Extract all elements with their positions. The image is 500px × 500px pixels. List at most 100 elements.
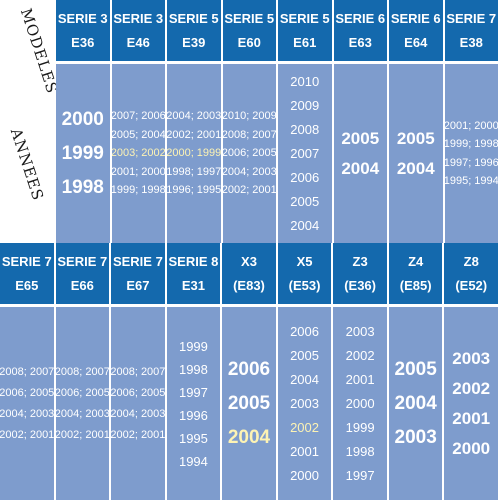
years-cell-x5-e53: 2006 2005 2004 2003 2002 2001 2000 bbox=[277, 307, 334, 500]
year-entry: 2010; 2009 bbox=[222, 110, 277, 123]
year-entry: 2005 bbox=[290, 347, 319, 363]
year-entry: 2002; 2001 bbox=[167, 128, 222, 141]
year-entry: 2004 bbox=[341, 158, 380, 178]
years-cell-serie-5-e60: 2010; 2009 2008; 2007 2006; 2005 2004; 2003… bbox=[222, 64, 278, 243]
year-entry: 2004; 2003 bbox=[222, 165, 277, 178]
model-name: X5 bbox=[296, 253, 313, 269]
model-header-serie-6-e63: SERIE 6 E63 bbox=[333, 0, 389, 64]
table-corner: MODELES ANNEES bbox=[0, 0, 61, 243]
model-header-serie-3-e46: SERIE 3 E46 bbox=[111, 0, 167, 64]
model-code: E65 bbox=[15, 277, 39, 293]
model-header-x3-e83: X3 (E83) bbox=[222, 243, 278, 307]
year-entry: 2004; 2003 bbox=[167, 110, 222, 123]
year-entry: 2005; 2004 bbox=[111, 128, 166, 141]
model-name: SERIE 3 bbox=[57, 10, 108, 26]
year-entry: 2002; 2001 bbox=[222, 184, 277, 197]
year-entry: 1999 bbox=[61, 142, 104, 164]
model-code: E63 bbox=[348, 34, 372, 50]
model-code: (E53) bbox=[288, 277, 321, 293]
year-entry: 2010 bbox=[290, 73, 320, 89]
model-header-serie-7-e38: SERIE 7 E38 bbox=[444, 0, 500, 64]
year-entry: 2005 bbox=[290, 193, 320, 209]
model-header-z4-e85: Z4 (E85) bbox=[388, 243, 445, 307]
model-header-serie-3-e36: SERIE 3 E36 bbox=[56, 0, 112, 64]
year-entry: 2005 bbox=[341, 128, 380, 148]
year-entry: 2006 bbox=[290, 323, 319, 339]
year-entry: 1994 bbox=[178, 453, 208, 469]
models-grid-bottom: SERIE 7 E65 SERIE 7 E66 SERIE 7 E67 SERIE 8 E31… bbox=[0, 243, 500, 500]
years-cell-serie-7-e65: 2008; 2007 2006; 2005 2004; 2003 2002; 2001 bbox=[0, 307, 56, 500]
year-entry: 2007; 2006 bbox=[111, 110, 166, 123]
year-entry: 2005 bbox=[227, 392, 271, 414]
year-entry: 1997; 1996 bbox=[444, 156, 499, 169]
year-entry: 2000 bbox=[290, 467, 319, 483]
years-cell-serie-7-e38: 2001; 2000 1999; 1998 1997; 1996 1995; 1994 bbox=[444, 64, 500, 243]
model-code: (E36) bbox=[344, 277, 376, 293]
years-cell-x3-e83: 2006 2005 2004 bbox=[222, 307, 278, 500]
model-name: SERIE 5 bbox=[224, 10, 275, 26]
year-entry: 2004; 2003 bbox=[111, 407, 166, 420]
year-entry: 2003; 2002 bbox=[111, 147, 166, 160]
year-entry: 1996 bbox=[178, 407, 208, 423]
year-entry: 1999; 1998 bbox=[111, 184, 166, 197]
model-header-serie-7-e66: SERIE 7 E66 bbox=[55, 243, 112, 307]
model-header-serie-7-e67: SERIE 7 E67 bbox=[111, 243, 167, 307]
years-cell-z8-e52: 2003 2002 2001 2000 bbox=[444, 307, 500, 500]
year-entry: 2008; 2007 bbox=[55, 365, 110, 378]
year-entry: 1999; 1998 bbox=[444, 138, 499, 150]
model-code: E39 bbox=[182, 34, 206, 50]
model-code: E38 bbox=[459, 34, 483, 50]
model-name: X3 bbox=[241, 253, 257, 269]
year-entry: 2008; 2007 bbox=[222, 128, 277, 141]
year-entry: 2002; 2001 bbox=[55, 428, 110, 441]
model-name: Z3 bbox=[352, 253, 368, 269]
model-header-z8-e52: Z8 (E52) bbox=[444, 243, 500, 307]
year-entry: 2009 bbox=[290, 97, 320, 113]
year-entry: 2004 bbox=[290, 217, 320, 233]
year-entry: 2007 bbox=[290, 145, 320, 161]
model-name: SERIE 7 bbox=[1, 253, 52, 269]
year-entry: 1997 bbox=[345, 467, 375, 483]
year-entry: 2000 bbox=[452, 438, 491, 458]
year-entry: 2006; 2005 bbox=[222, 147, 277, 160]
year-entry: 2001; 2000 bbox=[444, 119, 499, 132]
year-entry: 2004 bbox=[290, 371, 319, 387]
model-name: SERIE 5 bbox=[168, 10, 219, 26]
year-entry: 1998 bbox=[178, 361, 208, 377]
year-entry: 2002; 2001 bbox=[111, 428, 166, 441]
model-code: E64 bbox=[404, 34, 428, 50]
years-cell-serie-3-e36: 2000 1999 1998 bbox=[56, 64, 112, 243]
model-code: E67 bbox=[126, 277, 150, 293]
year-entry: 2006; 2005 bbox=[111, 386, 166, 399]
annees-label: ANNEES bbox=[6, 126, 48, 204]
model-name: Z8 bbox=[463, 253, 479, 269]
years-cell-serie-7-e67: 2008; 2007 2006; 2005 2004; 2003 2002; 2001 bbox=[111, 307, 167, 500]
year-entry: 2005 bbox=[396, 128, 435, 148]
model-code: (E85) bbox=[399, 277, 432, 293]
model-name: SERIE 7 bbox=[112, 253, 163, 269]
model-header-serie-7-e65: SERIE 7 E65 bbox=[0, 243, 56, 307]
year-entry: 1996; 1995 bbox=[167, 184, 222, 197]
years-cell-z4-e85: 2005 2004 2003 bbox=[388, 307, 445, 500]
year-entry: 2006; 2005 bbox=[0, 386, 55, 399]
years-cell-serie-3-e46: 2007; 2006 2005; 2004 2003; 2002 2001; 2000… bbox=[111, 64, 167, 243]
year-entry: 2000 bbox=[61, 108, 104, 130]
year-entry: 2002 bbox=[290, 419, 319, 435]
model-code: (E83) bbox=[233, 277, 265, 293]
model-header-x5-e53: X5 (E53) bbox=[277, 243, 334, 307]
year-entry: 1999 bbox=[345, 419, 375, 435]
year-entry: 2003 bbox=[452, 348, 491, 368]
year-entry: 2004 bbox=[396, 158, 435, 178]
year-entry: 2000; 1999 bbox=[167, 147, 222, 160]
years-cell-serie-5-e39: 2004; 2003 2002; 2001 2000; 1999 1998; 1997… bbox=[167, 64, 223, 243]
model-header-serie-5-e60: SERIE 5 E60 bbox=[222, 0, 278, 64]
model-name: SERIE 8 bbox=[168, 253, 219, 269]
model-code: E61 bbox=[293, 34, 317, 50]
year-entry: 2002; 2001 bbox=[0, 428, 55, 441]
year-entry: 2003 bbox=[394, 426, 437, 448]
model-name: SERIE 5 bbox=[279, 10, 330, 26]
year-entry: 2006; 2005 bbox=[55, 386, 110, 399]
year-entry: 2001 bbox=[452, 408, 491, 428]
model-name: SERIE 7 bbox=[57, 253, 108, 269]
